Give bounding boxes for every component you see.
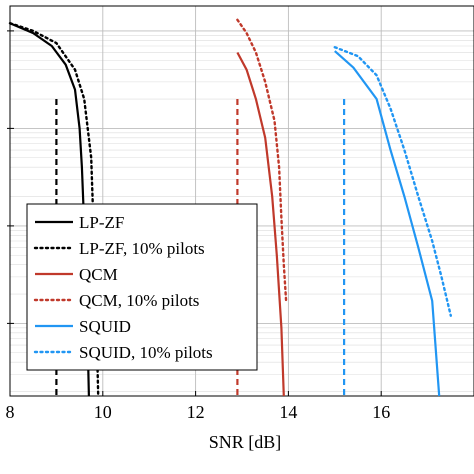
legend-label: LP-ZF (79, 213, 124, 232)
x-tick-label: 8 (6, 402, 15, 422)
x-tick-label: 16 (372, 402, 390, 422)
legend-label: LP-ZF, 10% pilots (79, 239, 205, 258)
series-line-qcm-10-pilots (236, 18, 288, 303)
legend-label: SQUID (79, 317, 131, 336)
plot-frame (9, 5, 474, 397)
x-axis-label: SNR [dB] (209, 432, 282, 452)
series-line-squid-10-pilots (333, 46, 452, 317)
x-tick-label: 14 (279, 402, 297, 422)
legend-box (26, 203, 258, 371)
legend-label: QCM, 10% pilots (79, 291, 199, 310)
legend-label: QCM (79, 265, 118, 284)
series-line-qcm (236, 51, 285, 397)
x-tick-label: 12 (187, 402, 205, 422)
series-line-squid (334, 50, 441, 397)
legend-label: SQUID, 10% pilots (79, 343, 213, 362)
x-tick-label: 10 (94, 402, 112, 422)
